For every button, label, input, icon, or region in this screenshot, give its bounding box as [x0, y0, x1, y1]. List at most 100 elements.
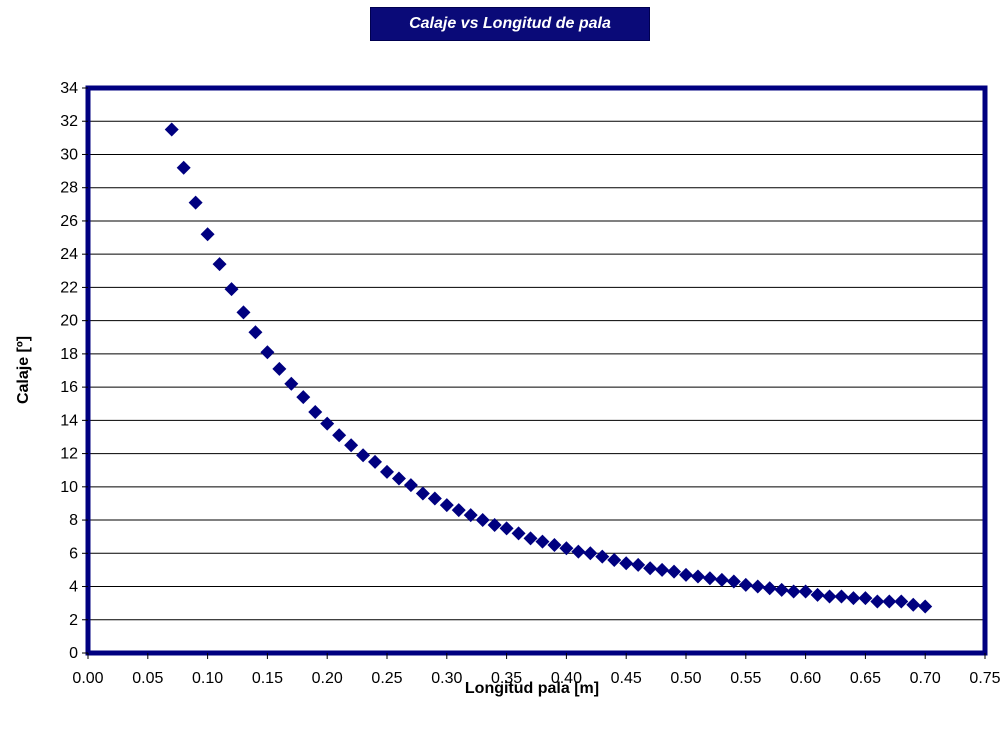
x-tick-label: 0.40	[551, 670, 582, 687]
x-tick-label: 0.35	[491, 670, 522, 687]
y-tick-label: 14	[60, 412, 78, 429]
data-point	[260, 345, 275, 360]
data-point	[774, 582, 789, 597]
data-point	[296, 390, 311, 405]
data-point	[487, 518, 502, 533]
data-point	[523, 531, 538, 546]
data-point	[415, 486, 430, 501]
data-point	[894, 594, 909, 609]
y-tick-label: 10	[60, 479, 78, 496]
x-tick-label: 0.75	[969, 670, 1000, 687]
data-point	[595, 549, 610, 564]
y-tick-label: 2	[69, 612, 78, 629]
data-point	[439, 498, 454, 513]
data-point	[356, 448, 371, 463]
data-point	[284, 376, 299, 391]
y-tick-label: 0	[69, 645, 78, 662]
y-tick-label: 18	[60, 346, 78, 363]
data-point	[224, 282, 239, 297]
data-point	[714, 572, 729, 587]
data-point	[810, 587, 825, 602]
x-tick-label: 0.50	[670, 670, 701, 687]
data-point	[308, 405, 323, 420]
data-point	[690, 569, 705, 584]
data-point	[571, 544, 586, 559]
data-point	[583, 546, 598, 561]
data-point	[332, 428, 347, 443]
data-point	[858, 591, 873, 606]
data-point	[272, 361, 287, 376]
x-tick-label: 0.70	[910, 670, 941, 687]
data-point	[559, 541, 574, 556]
data-point	[643, 561, 658, 576]
x-tick-label: 0.00	[72, 670, 103, 687]
data-point	[619, 556, 634, 571]
x-tick-label: 0.60	[790, 670, 821, 687]
data-point	[188, 195, 203, 210]
y-tick-label: 30	[60, 146, 78, 163]
data-point	[918, 599, 933, 614]
chart-title: Calaje vs Longitud de pala	[370, 7, 650, 41]
x-tick-label: 0.45	[611, 670, 642, 687]
data-point	[511, 526, 526, 541]
x-axis-label: Longitud pala [m]	[465, 680, 599, 697]
data-point	[798, 584, 813, 599]
y-axis-label: Calaje [º]	[15, 336, 32, 404]
data-point	[248, 325, 263, 340]
data-point	[906, 597, 921, 612]
data-point	[738, 577, 753, 592]
data-point	[667, 564, 682, 579]
plot-frame	[85, 85, 988, 656]
y-tick-label: 28	[60, 180, 78, 197]
data-point	[451, 503, 466, 518]
data-point	[726, 574, 741, 589]
data-point	[870, 594, 885, 609]
y-tick-label: 8	[69, 512, 78, 529]
grid-lines	[88, 120, 985, 621]
data-points	[164, 122, 933, 614]
data-point	[535, 534, 550, 549]
x-tick-label: 0.20	[312, 670, 343, 687]
x-tick-label: 0.05	[132, 670, 163, 687]
data-point	[882, 594, 897, 609]
y-tick-label: 4	[69, 579, 78, 596]
x-tick-label: 0.10	[192, 670, 223, 687]
data-point	[679, 567, 693, 582]
x-tick-label: 0.55	[730, 670, 761, 687]
y-tick-label: 22	[60, 279, 78, 296]
x-tick-label: 0.25	[371, 670, 402, 687]
x-axis-ticks: 0.00 0.05 0.10 0.15 0.20 0.25 0.30 0.35 0.40 0.45…	[72, 653, 1001, 687]
data-point	[822, 589, 837, 604]
data-point	[655, 562, 670, 577]
data-point	[391, 471, 406, 486]
data-point	[834, 589, 849, 604]
y-tick-label: 32	[60, 113, 78, 130]
y-tick-label: 20	[60, 313, 78, 330]
data-point	[702, 571, 717, 586]
data-point	[499, 521, 514, 536]
data-point	[762, 581, 777, 596]
data-point	[607, 552, 622, 567]
y-tick-label: 6	[69, 545, 78, 562]
data-point	[344, 438, 359, 453]
data-point	[380, 464, 394, 479]
x-tick-label: 0.65	[850, 670, 881, 687]
y-tick-label: 34	[60, 80, 78, 97]
y-tick-label: 24	[60, 246, 78, 263]
data-point	[176, 160, 191, 175]
x-tick-label: 0.30	[431, 670, 462, 687]
data-point	[212, 257, 227, 272]
data-point	[631, 557, 646, 572]
data-point	[846, 591, 861, 606]
data-point	[786, 584, 801, 599]
data-point	[164, 122, 179, 137]
data-point	[320, 416, 335, 431]
data-point	[368, 454, 383, 469]
data-point	[200, 227, 215, 242]
x-tick-label: 0.15	[252, 670, 283, 687]
plot-border	[85, 85, 988, 656]
data-point	[547, 537, 562, 552]
data-point	[463, 508, 478, 523]
